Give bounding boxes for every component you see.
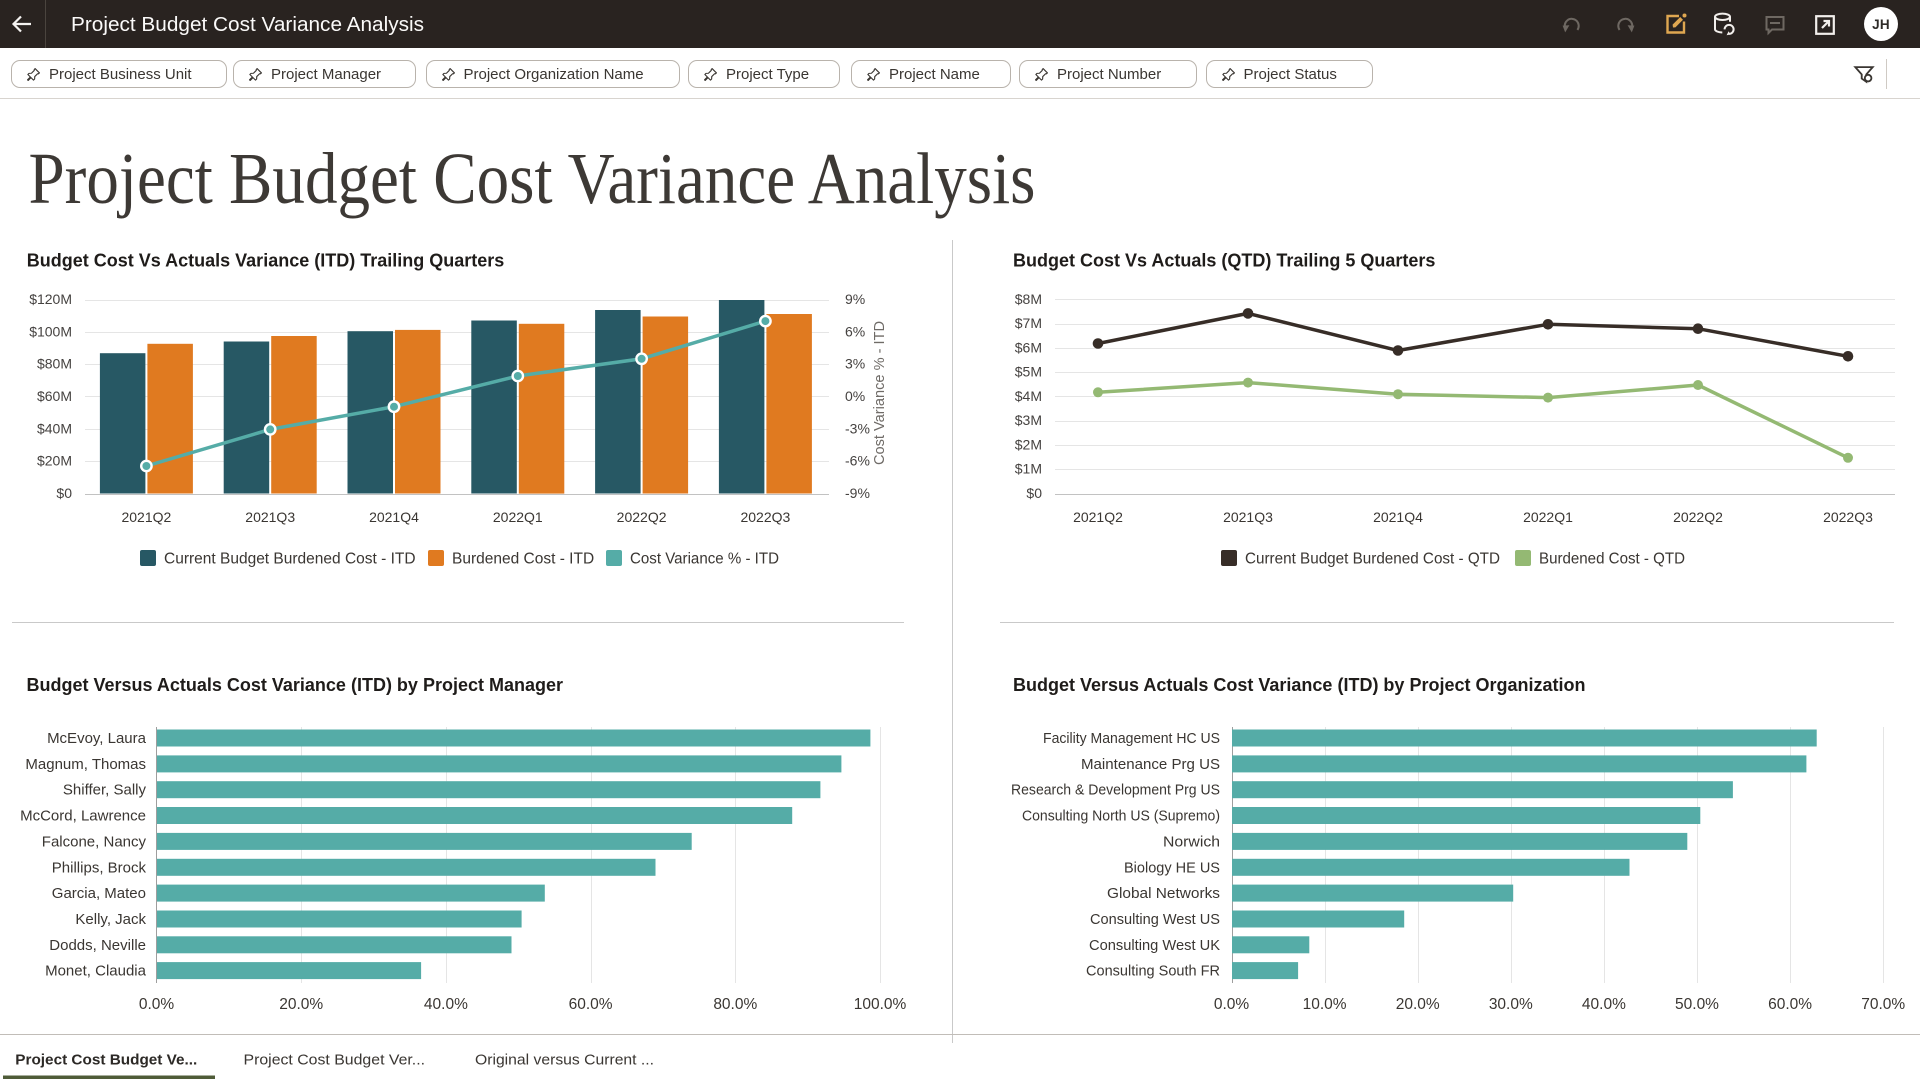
svg-text:$20M: $20M: [37, 453, 72, 469]
svg-text:Budget Cost Vs Actuals (QTD) T: Budget Cost Vs Actuals (QTD) Trailing 5 …: [1013, 251, 1435, 271]
svg-text:3%: 3%: [845, 356, 865, 372]
svg-text:Consulting North US (Supremo): Consulting North US (Supremo): [1022, 808, 1220, 825]
svg-text:10.0%: 10.0%: [1303, 996, 1347, 1013]
svg-text:Consulting West UK: Consulting West UK: [1089, 937, 1220, 954]
svg-text:70.0%: 70.0%: [1861, 996, 1905, 1013]
svg-text:2022Q3: 2022Q3: [1823, 509, 1873, 525]
svg-text:20.0%: 20.0%: [1396, 996, 1440, 1013]
svg-text:$3M: $3M: [1015, 412, 1042, 428]
svg-text:$40M: $40M: [37, 420, 72, 436]
svg-text:Maintenance Prg US: Maintenance Prg US: [1081, 756, 1220, 773]
svg-text:2022Q1: 2022Q1: [493, 509, 543, 525]
svg-text:Dodds, Neville: Dodds, Neville: [49, 937, 146, 954]
svg-text:2022Q2: 2022Q2: [1673, 509, 1723, 525]
svg-text:$100M: $100M: [29, 323, 72, 339]
svg-text:Project Budget Cost Variance A: Project Budget Cost Variance Analysis: [29, 138, 1036, 219]
svg-text:40.0%: 40.0%: [424, 996, 468, 1013]
svg-text:$5M: $5M: [1015, 364, 1042, 380]
svg-text:$6M: $6M: [1015, 339, 1042, 355]
svg-text:2021Q3: 2021Q3: [245, 509, 295, 525]
svg-text:Current Budget Burdened Cost -: Current Budget Burdened Cost - QTD: [1245, 551, 1500, 568]
svg-text:$120M: $120M: [29, 291, 72, 307]
svg-text:$2M: $2M: [1015, 436, 1042, 452]
svg-text:0.0%: 0.0%: [139, 996, 175, 1013]
svg-text:50.0%: 50.0%: [1675, 996, 1719, 1013]
svg-text:Consulting West US: Consulting West US: [1090, 911, 1220, 928]
svg-text:Consulting South FR: Consulting South FR: [1086, 963, 1220, 980]
svg-text:Phillips, Brock: Phillips, Brock: [52, 859, 147, 876]
svg-text:Research & Development Prg US: Research & Development Prg US: [1011, 782, 1220, 799]
svg-text:$7M: $7M: [1015, 315, 1042, 331]
svg-text:$8M: $8M: [1015, 291, 1042, 307]
svg-text:$60M: $60M: [37, 388, 72, 404]
svg-text:Kelly, Jack: Kelly, Jack: [75, 911, 146, 928]
svg-text:McCord, Lawrence: McCord, Lawrence: [20, 808, 146, 825]
svg-text:2021Q4: 2021Q4: [369, 509, 419, 525]
svg-text:Shiffer, Sally: Shiffer, Sally: [63, 782, 147, 799]
svg-text:6%: 6%: [845, 323, 865, 339]
svg-text:Biology HE US: Biology HE US: [1124, 859, 1220, 876]
svg-text:60.0%: 60.0%: [1768, 996, 1812, 1013]
svg-text:Budget Versus Actuals Cost Var: Budget Versus Actuals Cost Variance (ITD…: [1013, 675, 1585, 695]
svg-text:Garcia, Mateo: Garcia, Mateo: [52, 885, 146, 902]
svg-text:Original versus Current ...: Original versus Current ...: [475, 1052, 654, 1069]
svg-text:Burdened Cost - QTD: Burdened Cost - QTD: [1539, 551, 1685, 568]
svg-text:Project Budget Cost Variance A: Project Budget Cost Variance Analysis: [71, 14, 424, 36]
svg-text:0.0%: 0.0%: [1214, 996, 1250, 1013]
svg-text:2021Q4: 2021Q4: [1373, 509, 1423, 525]
svg-text:-9%: -9%: [845, 485, 870, 501]
svg-text:Global Networks: Global Networks: [1107, 885, 1220, 902]
svg-text:Magnum, Thomas: Magnum, Thomas: [25, 756, 146, 773]
svg-text:Burdened Cost - ITD: Burdened Cost - ITD: [452, 551, 594, 568]
svg-text:40.0%: 40.0%: [1582, 996, 1626, 1013]
svg-text:Falcone, Nancy: Falcone, Nancy: [42, 833, 147, 850]
svg-text:2021Q2: 2021Q2: [1073, 509, 1123, 525]
svg-text:Cost Variance % - ITD: Cost Variance % - ITD: [630, 551, 779, 568]
svg-text:9%: 9%: [845, 291, 865, 307]
svg-text:100.0%: 100.0%: [854, 996, 907, 1013]
svg-text:$0: $0: [56, 485, 72, 501]
svg-text:20.0%: 20.0%: [279, 996, 323, 1013]
svg-text:2022Q1: 2022Q1: [1523, 509, 1573, 525]
svg-text:2022Q2: 2022Q2: [617, 509, 667, 525]
svg-text:$80M: $80M: [37, 356, 72, 372]
svg-text:2021Q2: 2021Q2: [121, 509, 171, 525]
svg-text:30.0%: 30.0%: [1489, 996, 1533, 1013]
svg-text:$4M: $4M: [1015, 388, 1042, 404]
svg-text:Cost Variance % - ITD: Cost Variance % - ITD: [871, 321, 888, 465]
svg-text:Monet, Claudia: Monet, Claudia: [45, 963, 147, 980]
svg-text:-6%: -6%: [845, 453, 870, 469]
svg-text:McEvoy, Laura: McEvoy, Laura: [47, 730, 147, 747]
svg-text:0%: 0%: [845, 388, 865, 404]
svg-text:Budget Versus Actuals Cost Var: Budget Versus Actuals Cost Variance (ITD…: [27, 675, 563, 695]
svg-text:Current Budget Burdened Cost -: Current Budget Burdened Cost - ITD: [164, 551, 416, 568]
svg-text:Project Cost Budget Ver...: Project Cost Budget Ver...: [244, 1052, 426, 1069]
svg-text:Facility Management HC US: Facility Management HC US: [1043, 730, 1220, 747]
svg-text:2021Q3: 2021Q3: [1223, 509, 1273, 525]
svg-text:$0: $0: [1026, 485, 1042, 501]
svg-text:Project Cost Budget Ve...: Project Cost Budget Ve...: [15, 1052, 197, 1069]
svg-text:60.0%: 60.0%: [569, 996, 613, 1013]
svg-text:Norwich: Norwich: [1163, 833, 1220, 850]
svg-text:2022Q3: 2022Q3: [740, 509, 790, 525]
svg-text:$1M: $1M: [1015, 461, 1042, 477]
svg-text:Budget Cost Vs Actuals Varianc: Budget Cost Vs Actuals Variance (ITD) Tr…: [27, 251, 504, 271]
svg-text:80.0%: 80.0%: [713, 996, 757, 1013]
svg-text:-3%: -3%: [845, 420, 870, 436]
